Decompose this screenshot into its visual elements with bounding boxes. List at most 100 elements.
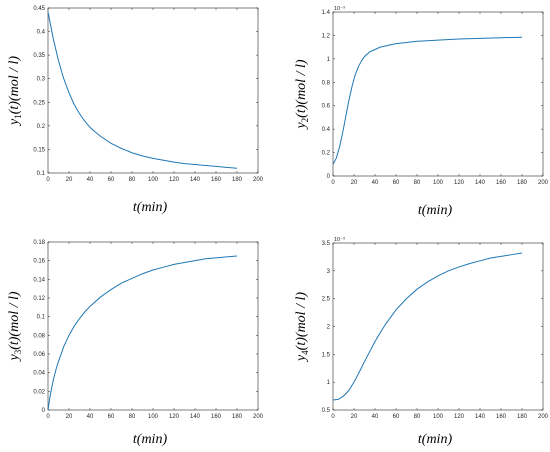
x-tick-label: 40 xyxy=(372,414,379,420)
series-line xyxy=(332,252,523,401)
x-tick-label: 120 xyxy=(169,414,180,420)
y-tick-label: 0.4 xyxy=(37,30,46,36)
y-tick-label: 0.2 xyxy=(37,124,46,130)
x-tick-label: 20 xyxy=(66,414,73,420)
x-tick-label: 40 xyxy=(87,414,94,420)
y-axis-label-sub: 4 xyxy=(300,350,310,355)
axes-box xyxy=(332,242,544,411)
y-tick-label: 1 xyxy=(327,57,331,63)
x-tick-label: 180 xyxy=(517,180,528,186)
series-line xyxy=(332,36,523,165)
x-tick-label: 200 xyxy=(538,180,549,186)
y-tick-label: 1 xyxy=(327,380,331,386)
y-tick-label: 0.35 xyxy=(33,53,45,59)
x-tick-label: 160 xyxy=(496,180,507,186)
y-tick-label: 0 xyxy=(42,408,46,414)
x-tick-label: 100 xyxy=(433,414,444,420)
x-tick-label: 140 xyxy=(190,177,201,183)
x-tick-label: 80 xyxy=(414,180,421,186)
y-axis-label-rest: (t)(mol / l) xyxy=(294,59,309,118)
x-tick-label: 140 xyxy=(190,414,201,420)
y-axis-label-var: y xyxy=(294,354,309,363)
y-tick-label: 0.08 xyxy=(33,333,45,339)
y-tick-label: 0.2 xyxy=(322,151,331,157)
y-tick-label: 0.25 xyxy=(33,100,45,106)
x-tick-label: 200 xyxy=(253,414,264,420)
y-axis-label-sub: 3 xyxy=(13,349,23,354)
y-tick-label: 0.8 xyxy=(322,80,331,86)
x-tick-label: 80 xyxy=(129,414,136,420)
x-axis-label: t(min) xyxy=(418,432,453,447)
y-exponent-label: 10⁻³ xyxy=(334,237,345,243)
y-axis-label-var: y xyxy=(7,354,22,363)
x-tick-label: 100 xyxy=(148,414,159,420)
y-axis-label: y3(t)(mol / l) xyxy=(7,291,23,362)
x-tick-label: 60 xyxy=(108,414,115,420)
y-tick-label: 2.5 xyxy=(322,297,331,303)
chart-panel-4: 0 20 40 60 80 100 120 140 160 180 200 0.5 1 1.5 2 2.5 3 3… xyxy=(294,237,549,447)
axes-box xyxy=(47,7,259,174)
y-axis-label: y1(t)(mol / l) xyxy=(7,56,23,127)
y-axis-label-rest: (t)(mol / l) xyxy=(294,292,309,351)
x-tick-label: 60 xyxy=(108,177,115,183)
y-tick-label: 0.06 xyxy=(33,352,45,358)
x-tick-label: 20 xyxy=(351,414,358,420)
x-tick-label: 120 xyxy=(169,177,180,183)
x-tick-label: 180 xyxy=(232,177,243,183)
x-tick-label: 40 xyxy=(87,177,94,183)
y-tick-label: 3 xyxy=(327,269,331,275)
y-tick-label: 0.14 xyxy=(33,277,45,283)
y-tick-label: 0.1 xyxy=(37,315,46,321)
chart-panel-3: 0 20 40 60 80 100 120 140 160 180 200 0 0.02 0.04 0.06… xyxy=(7,240,264,447)
y-tick-label: 0 xyxy=(327,174,331,180)
y-axis-label-sub: 2 xyxy=(300,118,310,123)
x-tick-label: 60 xyxy=(393,180,400,186)
y-axis-label-rest: (t)(mol / l) xyxy=(7,291,22,350)
x-tick-label: 20 xyxy=(351,180,358,186)
x-tick-label: 40 xyxy=(372,180,379,186)
y-tick-label: 0.1 xyxy=(37,171,46,177)
x-tick-label: 0 xyxy=(331,414,335,420)
y-axis-label: y2(t)(mol / l) xyxy=(294,59,310,130)
chart-panel-2: 0 20 40 60 80 100 120 140 160 180 200 0 0.2 0.4 0.6 0.8… xyxy=(294,6,549,218)
x-axis-label: t(min) xyxy=(133,200,168,215)
y-tick-label: 0.6 xyxy=(322,104,331,110)
y-tick-label: 0.3 xyxy=(37,77,46,83)
x-axis-label: t(min) xyxy=(418,203,453,218)
y-exponent-label: 10⁻³ xyxy=(334,6,345,12)
series-line xyxy=(47,11,238,169)
y-tick-label: 1.2 xyxy=(322,33,331,39)
x-tick-label: 160 xyxy=(211,177,222,183)
y-tick-label: 0.15 xyxy=(33,147,45,153)
x-tick-label: 200 xyxy=(253,177,264,183)
y-tick-label: 0.4 xyxy=(322,127,331,133)
x-axis-label: t(min) xyxy=(133,432,168,447)
x-tick-label: 140 xyxy=(475,180,486,186)
x-tick-label: 180 xyxy=(232,414,243,420)
y-tick-label: 0.04 xyxy=(33,371,45,377)
y-tick-label: 0.45 xyxy=(33,6,45,12)
x-tick-label: 160 xyxy=(496,414,507,420)
y-tick-label: 0.16 xyxy=(33,259,45,265)
x-tick-label: 140 xyxy=(475,414,486,420)
x-tick-label: 100 xyxy=(148,177,159,183)
x-tick-label: 180 xyxy=(517,414,528,420)
x-tick-label: 80 xyxy=(129,177,136,183)
y-tick-label: 0.12 xyxy=(33,296,45,302)
chart-panel-1: 0 20 40 60 80 100 120 140 160 180 200 0.1 0.15 0.2 0.2… xyxy=(7,6,264,215)
y-axis-label: y4(t)(mol / l) xyxy=(294,292,310,363)
x-tick-label: 200 xyxy=(538,414,549,420)
x-tick-label: 100 xyxy=(433,180,444,186)
y-tick-label: 0.02 xyxy=(33,389,45,395)
y-tick-label: 2 xyxy=(327,325,331,331)
axes-box xyxy=(47,241,259,411)
x-tick-label: 120 xyxy=(454,414,465,420)
x-tick-label: 0 xyxy=(46,177,50,183)
x-tick-label: 20 xyxy=(66,177,73,183)
x-tick-label: 120 xyxy=(454,180,465,186)
y-tick-label: 1.5 xyxy=(322,352,331,358)
x-tick-label: 80 xyxy=(414,414,421,420)
y-axis-label-sub: 1 xyxy=(13,114,23,119)
y-axis-label-rest: (t)(mol / l) xyxy=(7,56,22,115)
